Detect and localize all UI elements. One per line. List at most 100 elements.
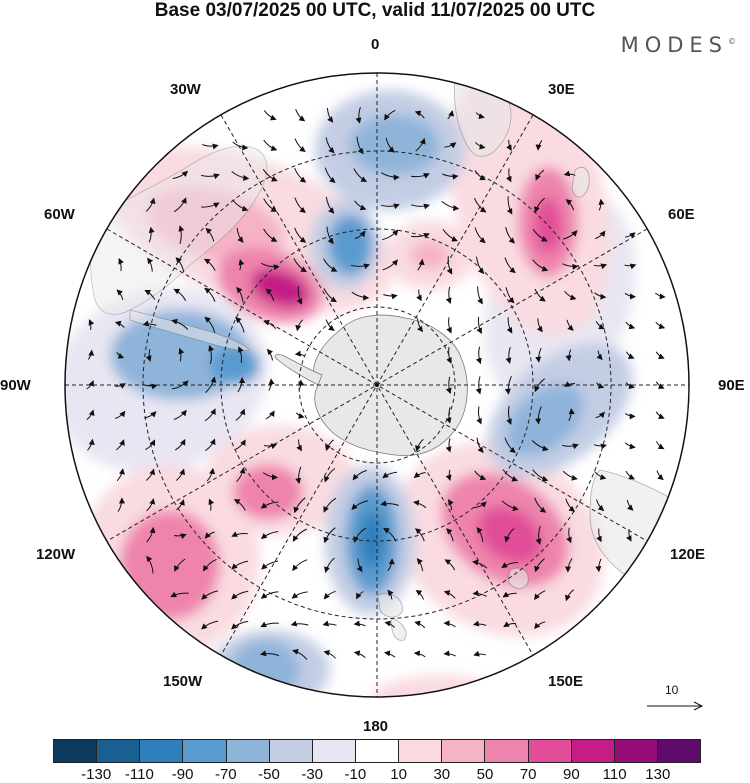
wind-arrow — [655, 381, 665, 389]
wind-arrow — [238, 259, 245, 271]
wind-arrow — [145, 197, 156, 212]
wind-arrow — [414, 620, 426, 629]
wind-arrow — [446, 528, 454, 542]
south-pole-marker — [375, 383, 379, 387]
wind-arrow — [323, 649, 336, 659]
wind-arrow — [380, 203, 400, 210]
wind-arrow — [231, 560, 249, 570]
wind-arrow — [561, 443, 579, 450]
wind-arrow — [501, 500, 519, 512]
wind-arrow — [535, 525, 542, 545]
wind-arrow — [231, 620, 249, 630]
wind-arrow — [444, 142, 457, 149]
wind-arrow — [565, 589, 575, 602]
wind-arrow — [351, 500, 369, 511]
wind-arrow — [415, 137, 426, 152]
wind-arrow — [474, 470, 487, 481]
wind-arrow — [536, 318, 543, 333]
wind-arrow — [502, 591, 517, 598]
wind-arrow — [387, 558, 395, 572]
wind-arrow — [324, 557, 335, 573]
lon-label-90w: 90W — [0, 377, 31, 394]
wind-arrow — [475, 141, 486, 150]
wind-arrow — [563, 170, 576, 177]
tasmania — [507, 567, 529, 589]
wind-arrow — [116, 468, 125, 482]
wind-arrow — [326, 226, 334, 245]
reference-vector-label: 10 — [665, 683, 679, 697]
wind-arrow — [445, 376, 452, 395]
wind-arrow — [296, 439, 302, 452]
wind-arrow — [534, 590, 546, 601]
wind-arrow — [355, 107, 362, 124]
wind-arrow — [472, 590, 487, 597]
wind-arrow — [295, 109, 306, 122]
wind-arrow — [175, 257, 185, 273]
wind-arrow — [87, 438, 95, 451]
wind-arrow — [232, 141, 249, 151]
wind-arrow — [86, 380, 95, 390]
wind-arrow — [625, 321, 636, 330]
wind-arrow — [260, 501, 279, 509]
colorbar-bin — [183, 740, 227, 762]
wind-arrow — [534, 378, 545, 393]
wind-arrow — [236, 467, 246, 483]
colorbar-bin — [97, 740, 141, 762]
wind-arrow — [325, 439, 334, 452]
lon-label-0: 0 — [371, 36, 380, 53]
colorbar-bin — [355, 740, 400, 762]
wind-arrow — [261, 262, 280, 271]
wind-arrow — [292, 649, 308, 660]
wind-arrow — [238, 346, 244, 363]
wind-arrow — [146, 555, 154, 574]
colorbar-ticks: -130 -110 -90 -70 -50 -30 -10 10 30 50 70 90 110 130 — [0, 766, 750, 783]
wind-arrow — [445, 469, 452, 481]
modes-logo: MODES© — [620, 33, 736, 57]
wind-arrow — [593, 263, 608, 270]
wind-arrow — [532, 259, 549, 272]
map-title: Base 03/07/2025 00 UTC, valid 11/07/2025… — [154, 0, 596, 21]
wind-arrow — [294, 350, 305, 357]
wind-arrow — [535, 347, 542, 363]
wind-arrow — [291, 591, 308, 599]
wind-arrow — [236, 286, 244, 303]
wind-arrow — [564, 381, 576, 387]
wind-arrow — [447, 110, 455, 120]
wind-arrow — [265, 288, 275, 302]
wind-vectors — [86, 107, 666, 660]
wind-arrow — [323, 497, 337, 513]
wind-arrow — [262, 169, 278, 182]
wind-arrow — [231, 171, 250, 181]
wind-arrow — [325, 137, 335, 154]
wind-arrow — [174, 439, 186, 451]
wind-arrow — [506, 405, 512, 425]
wind-arrow — [205, 376, 217, 393]
colorbar-tick-label: 50 — [476, 766, 494, 783]
wind-arrow — [503, 621, 517, 628]
wind-arrow — [568, 408, 575, 422]
wind-arrow — [114, 320, 125, 328]
wind-arrow — [325, 319, 335, 332]
colorbar-tick-label: 90 — [563, 766, 580, 783]
wind-arrow — [323, 527, 336, 544]
wind-arrow — [473, 650, 486, 657]
wind-arrow — [294, 197, 306, 214]
wind-arrow — [172, 170, 189, 180]
wind-arrow — [263, 319, 277, 330]
colorbar-tick-label: 10 — [390, 766, 407, 783]
wind-arrow — [173, 288, 187, 301]
lon-label-90e: 90E — [718, 377, 745, 394]
wind-arrow — [410, 203, 430, 210]
wind-arrow — [566, 527, 572, 544]
wind-arrow — [414, 438, 424, 452]
map-boundary — [64, 72, 690, 698]
wind-arrow — [148, 226, 155, 243]
wind-arrow — [595, 558, 602, 573]
wind-arrow — [387, 589, 394, 600]
wind-arrow — [564, 558, 573, 573]
wind-arrow — [474, 170, 486, 181]
wind-arrow — [476, 527, 484, 543]
wind-arrow — [263, 198, 278, 212]
wind-arrow — [263, 443, 278, 450]
